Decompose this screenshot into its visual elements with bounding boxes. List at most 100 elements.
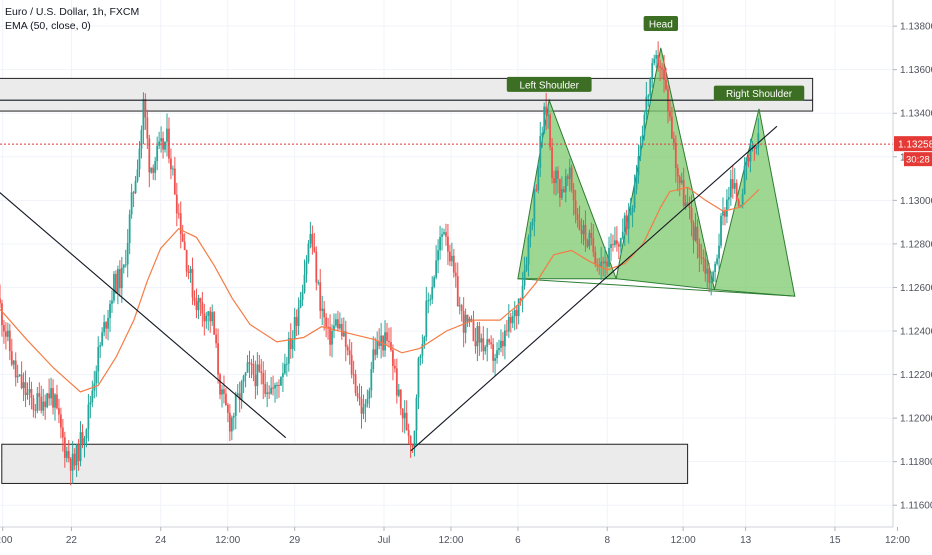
- candle-body: [366, 398, 369, 404]
- legend-indicator[interactable]: EMA (50, close, 0): [5, 20, 91, 32]
- candle-body: [258, 364, 261, 372]
- candle: [197, 294, 200, 320]
- candle-body: [582, 224, 585, 235]
- candle: [168, 117, 170, 164]
- candle: [724, 207, 726, 226]
- candle-body: [12, 360, 15, 365]
- candle: [492, 338, 495, 373]
- candle-body: [450, 255, 453, 262]
- candle-body: [580, 230, 583, 235]
- candle-body: [87, 404, 90, 430]
- candle-body: [578, 220, 581, 231]
- candle: [423, 335, 426, 349]
- candle: [566, 174, 569, 186]
- candle-body: [454, 272, 457, 277]
- candle-body: [95, 371, 98, 384]
- candle: [22, 372, 25, 402]
- candle: [458, 296, 461, 315]
- candle: [232, 412, 235, 431]
- candle-body: [168, 128, 170, 159]
- candle-body: [297, 307, 300, 326]
- candle-body: [105, 322, 107, 329]
- candle-body: [684, 202, 687, 206]
- left-shoulder-label: Left Shoulder: [506, 76, 592, 92]
- candle-body: [490, 342, 493, 345]
- candle-body: [337, 319, 339, 329]
- candle-body: [523, 270, 526, 286]
- candle: [580, 218, 583, 244]
- candle: [201, 291, 204, 327]
- candle: [606, 256, 608, 275]
- candle-body: [56, 394, 58, 409]
- candle-body: [741, 194, 744, 206]
- candle-body: [6, 330, 9, 337]
- candle: [496, 342, 498, 364]
- candle-body: [494, 358, 496, 361]
- candle-body: [570, 167, 573, 190]
- ema-line: [0, 186, 760, 393]
- candle-body: [401, 408, 404, 419]
- candle-body: [256, 364, 259, 387]
- candle: [494, 353, 496, 376]
- candle-body: [431, 286, 434, 300]
- candle: [140, 125, 143, 159]
- candle: [87, 394, 90, 442]
- candle-body: [651, 63, 654, 79]
- candle: [669, 100, 671, 121]
- candle-body: [629, 212, 632, 216]
- candle: [364, 399, 367, 423]
- candle-body: [380, 335, 383, 346]
- candle-body: [18, 374, 21, 376]
- candle-body: [409, 435, 412, 445]
- candle: [58, 398, 60, 424]
- candle: [107, 309, 109, 341]
- candle: [101, 327, 104, 347]
- candle: [248, 350, 251, 379]
- candle: [484, 344, 487, 355]
- candle: [462, 297, 465, 348]
- candle: [555, 166, 557, 196]
- candle-body: [686, 202, 689, 206]
- candle: [653, 54, 656, 66]
- time-tick-label: 12:00: [671, 535, 696, 546]
- candle: [44, 394, 47, 420]
- label-text: Head: [649, 19, 673, 30]
- candle-body: [122, 264, 125, 268]
- candle: [403, 400, 406, 434]
- candle: [118, 260, 121, 297]
- candle: [478, 321, 481, 356]
- candle: [250, 358, 253, 379]
- candle-body: [197, 297, 200, 311]
- candle-body: [246, 362, 249, 373]
- candle-body: [238, 393, 241, 401]
- candle-body: [615, 240, 618, 245]
- candle-body: [342, 331, 345, 337]
- candle: [643, 110, 646, 141]
- candle-body: [482, 338, 485, 352]
- candle: [99, 341, 102, 359]
- candle-body: [181, 234, 184, 242]
- candle-body: [496, 350, 498, 359]
- candle-body: [8, 330, 11, 352]
- candle: [572, 182, 575, 216]
- candle: [578, 205, 581, 231]
- candle: [325, 313, 328, 338]
- candle-body: [325, 317, 328, 327]
- candle-body: [653, 58, 656, 64]
- candle: [217, 328, 219, 384]
- candle-body: [14, 360, 17, 378]
- candle-body: [407, 429, 410, 436]
- candle: [276, 381, 278, 399]
- last-price-label: 1.13258: [898, 140, 932, 151]
- candle-body: [171, 168, 174, 170]
- candle-body: [115, 273, 117, 293]
- candle: [179, 201, 182, 249]
- candle-body: [680, 180, 683, 183]
- legend-symbol[interactable]: Euro / U.S. Dollar, 1h, FXCM: [5, 6, 140, 18]
- candle: [71, 440, 74, 484]
- candle-body: [545, 106, 548, 116]
- candle-body: [448, 251, 451, 262]
- candle-body: [643, 114, 646, 136]
